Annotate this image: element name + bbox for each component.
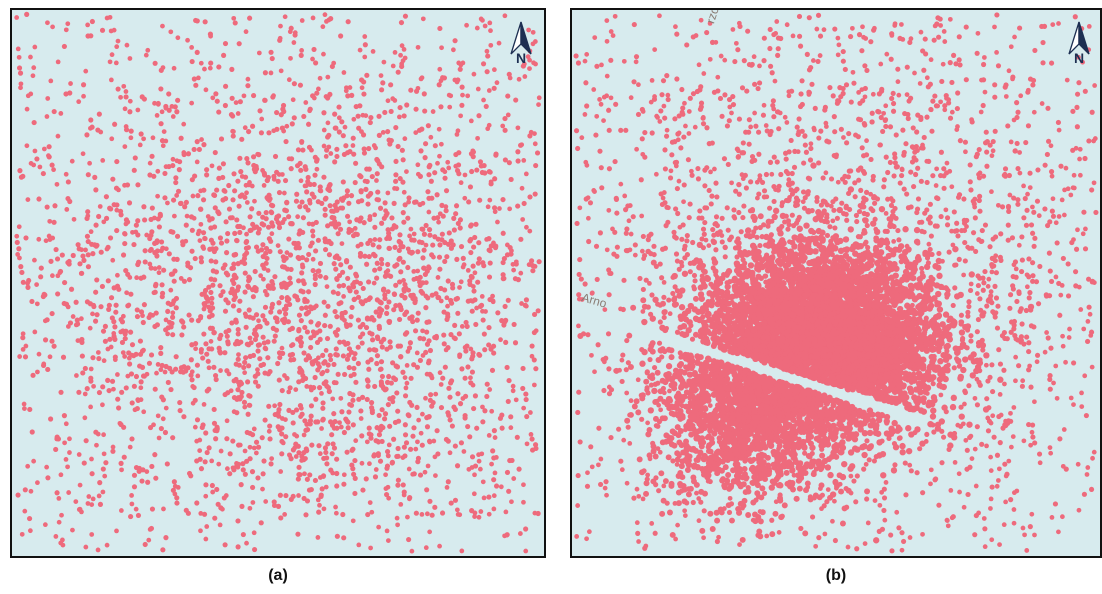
north-arrow-icon — [1068, 21, 1090, 55]
north-label: N — [515, 50, 527, 66]
north-arrow: N — [1066, 20, 1092, 72]
north-arrow-icon — [510, 21, 532, 55]
map-panel-a: N — [10, 8, 546, 558]
map-panel-b: Arno rzolle N — [570, 8, 1102, 558]
point-density-map-a — [12, 10, 544, 556]
data-points — [14, 11, 542, 554]
panel-caption-b: (b) — [825, 567, 847, 584]
data-points — [573, 12, 1099, 554]
north-label: N — [1073, 50, 1085, 66]
point-density-map-b — [572, 10, 1100, 556]
north-arrow: N — [508, 20, 534, 72]
panel-caption-a: (a) — [268, 567, 288, 584]
